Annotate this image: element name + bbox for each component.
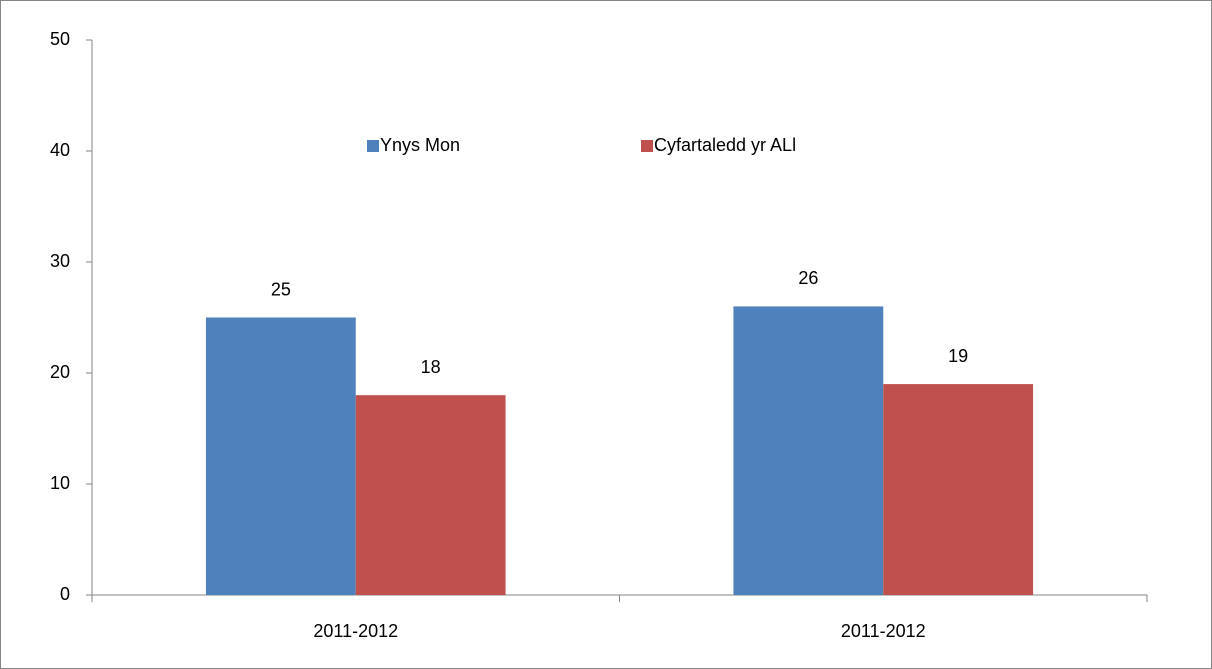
bar	[883, 384, 1034, 595]
data-label: 19	[948, 346, 968, 366]
data-label: 25	[271, 279, 291, 299]
y-tick-label: 50	[50, 29, 70, 49]
legend-swatch	[641, 140, 653, 152]
bar	[205, 317, 356, 595]
x-tick-label: 2011-2012	[841, 621, 926, 641]
data-label: 26	[798, 268, 818, 288]
legend-label: Ynys Mon	[380, 135, 460, 155]
y-tick-label: 0	[60, 584, 70, 604]
data-label: 18	[421, 357, 441, 377]
y-tick-label: 30	[50, 251, 70, 271]
bar	[733, 306, 884, 595]
legend-swatch	[367, 140, 379, 152]
bar	[355, 395, 506, 595]
legend-label: Cyfartaledd yr ALl	[654, 135, 796, 155]
y-tick-label: 20	[50, 362, 70, 382]
x-tick-label: 2011-2012	[313, 621, 398, 641]
y-tick-label: 40	[50, 140, 70, 160]
y-tick-label: 10	[50, 473, 70, 493]
